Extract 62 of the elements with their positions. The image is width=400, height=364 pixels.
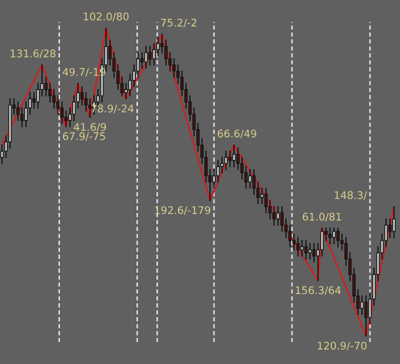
annotation: 67.9/-75 xyxy=(62,132,106,141)
annotation: 61.0/81 xyxy=(302,212,342,222)
candlestick xyxy=(220,156,224,174)
candlestick xyxy=(164,40,168,66)
candlestick xyxy=(264,188,268,214)
candlestick xyxy=(216,160,220,183)
candlestick xyxy=(292,234,296,250)
text: 75.2/-2 xyxy=(161,18,196,28)
annotation: 148.3/ xyxy=(334,191,367,200)
candlestick xyxy=(304,240,308,260)
candlestick xyxy=(36,82,40,109)
candlestick xyxy=(148,46,152,66)
candlestick xyxy=(364,295,368,337)
candlestick xyxy=(388,218,392,238)
candlestick xyxy=(236,148,240,170)
candlestick xyxy=(360,295,364,315)
candlestick xyxy=(392,206,396,238)
candlestick xyxy=(88,98,92,118)
candlestick xyxy=(52,89,56,109)
annotation: 41.6/9 xyxy=(74,123,106,132)
candlestick xyxy=(276,206,280,226)
candlestick xyxy=(44,76,48,96)
candlestick xyxy=(128,74,132,96)
annotation: 131.6/28 xyxy=(10,50,56,58)
candlestick xyxy=(80,86,84,106)
candlestick xyxy=(336,228,340,248)
candlestick xyxy=(140,52,144,69)
candlestick xyxy=(0,144,4,164)
candlestick xyxy=(60,101,64,124)
candlestick xyxy=(64,110,68,128)
candlestick xyxy=(20,108,24,128)
candlestick xyxy=(228,150,232,168)
candlestick xyxy=(296,236,300,256)
candlestick xyxy=(232,144,236,168)
annotation: 192.6/-179 xyxy=(155,206,210,215)
candlestick xyxy=(84,92,88,112)
candlestick xyxy=(72,95,76,121)
candlestick xyxy=(280,206,284,232)
candlestick xyxy=(172,58,176,78)
annotation: 66.6/49 xyxy=(218,130,256,138)
candlestick xyxy=(312,243,316,263)
candlestick xyxy=(224,150,228,170)
candlestick xyxy=(248,169,252,189)
candlestick xyxy=(328,228,332,244)
candlestick xyxy=(24,101,28,128)
candlestick xyxy=(240,156,244,180)
candlestick xyxy=(48,82,52,102)
candlestick xyxy=(320,228,324,256)
text: 120.9/-70 xyxy=(318,342,366,350)
annotation: 156.3/64 xyxy=(296,286,341,295)
text: 102.0/80 xyxy=(84,12,129,22)
candlestick xyxy=(32,92,36,109)
candlestick xyxy=(16,101,20,121)
candlestick xyxy=(124,82,128,100)
candlestick xyxy=(332,228,336,244)
candlestick xyxy=(244,166,248,189)
candlestick xyxy=(260,188,264,204)
candlestick xyxy=(252,169,256,195)
candlestick xyxy=(308,243,312,260)
candlestick xyxy=(272,206,276,226)
candlestick xyxy=(288,224,292,248)
candlestick xyxy=(144,46,148,69)
